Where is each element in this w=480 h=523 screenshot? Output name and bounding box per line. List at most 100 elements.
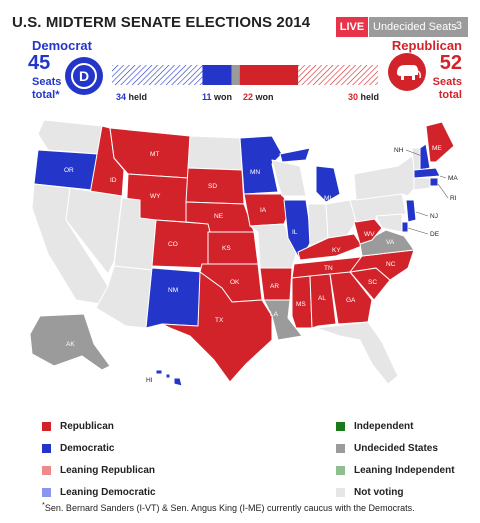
svg-text:D: D xyxy=(79,68,89,84)
legend-label-leaning-independent: Leaning Independent xyxy=(354,464,455,476)
state-mi[interactable] xyxy=(279,147,341,203)
live-badge[interactable]: LIVE xyxy=(336,17,368,37)
label-de: DE xyxy=(430,231,440,238)
label-nc: NC xyxy=(386,261,396,268)
legend-label-independent: Independent xyxy=(354,420,414,432)
state-ma[interactable] xyxy=(413,167,441,179)
state-de[interactable] xyxy=(401,221,409,233)
state-ms[interactable] xyxy=(291,275,313,329)
state-va[interactable] xyxy=(359,229,415,257)
seat-bar xyxy=(112,65,378,85)
donkey-icon: D xyxy=(65,57,103,95)
state-az[interactable] xyxy=(95,265,153,329)
legend-democratic[interactable]: Democratic xyxy=(42,437,156,459)
state-md[interactable] xyxy=(375,213,403,233)
republican-held-label: 30 held xyxy=(348,92,379,102)
democrat-won-num: 11 xyxy=(202,92,212,102)
state-ga[interactable] xyxy=(329,271,373,325)
democrat-held-segment xyxy=(112,65,203,85)
legend-swatch-republican xyxy=(42,421,51,431)
democrat-seats-line1: Seats xyxy=(32,76,62,88)
label-ky: KY xyxy=(332,247,341,254)
state-wi[interactable] xyxy=(271,159,307,197)
label-ia: IA xyxy=(260,207,267,214)
legend-label-leaning-republican: Leaning Republican xyxy=(60,464,156,476)
state-vt[interactable] xyxy=(411,147,421,171)
legend-swatch-not-voting xyxy=(336,487,345,497)
legend-right: Independent Undecided States Leaning Ind… xyxy=(336,415,455,503)
label-id: ID xyxy=(110,177,117,184)
label-mt: MT xyxy=(150,151,159,158)
state-ny[interactable] xyxy=(353,155,419,201)
label-me: ME xyxy=(432,145,442,152)
label-ok: OK xyxy=(230,279,240,286)
legend-leaning-independent[interactable]: Leaning Independent xyxy=(336,459,455,481)
legend-republican[interactable]: Republican xyxy=(42,415,156,437)
legend-independent[interactable]: Independent xyxy=(336,415,455,437)
label-ne: NE xyxy=(214,213,224,220)
label-tx: TX xyxy=(215,317,224,324)
label-la: LA xyxy=(270,311,279,318)
legend-label-not-voting: Not voting xyxy=(354,486,404,498)
democrat-held-num: 34 xyxy=(116,92,127,102)
state-oh[interactable] xyxy=(325,199,357,241)
state-nv[interactable] xyxy=(65,187,123,275)
legend-not-voting[interactable]: Not voting xyxy=(336,481,455,503)
label-nj: NJ xyxy=(430,213,438,220)
undecided-seats-label: Undecided Seats xyxy=(373,21,457,33)
legend-swatch-democratic xyxy=(42,443,51,453)
republican-seats-line1: Seats xyxy=(432,76,462,88)
legend-leaning-republican[interactable]: Leaning Republican xyxy=(42,459,156,481)
undecided-seats-badge[interactable]: Undecided Seats 3 xyxy=(369,17,468,37)
label-ar: AR xyxy=(270,283,279,290)
footnote-asterisk: * xyxy=(42,500,45,509)
state-ak[interactable] xyxy=(29,313,111,371)
state-tx[interactable] xyxy=(161,271,273,383)
state-wa[interactable] xyxy=(37,119,103,155)
footnote: *Sen. Bernard Sanders (I-VT) & Sen. Angu… xyxy=(42,500,415,513)
republican-won-segment xyxy=(239,65,299,85)
label-nh: NH xyxy=(394,147,404,154)
democrat-total: 45 xyxy=(28,52,51,74)
democrat-label: Democrat xyxy=(32,38,92,53)
label-ga: GA xyxy=(346,297,356,304)
label-tn: TN xyxy=(324,265,333,272)
legend-label-democratic: Democratic xyxy=(60,442,115,454)
state-ia[interactable] xyxy=(243,193,291,227)
legend-swatch-leaning-republican xyxy=(42,465,51,475)
democrat-won-segment xyxy=(202,65,232,85)
legend-swatch-leaning-independent xyxy=(336,465,345,475)
democrat-held-label: 34 held xyxy=(116,92,147,102)
legend-label-undecided: Undecided States xyxy=(354,442,438,454)
label-mn: MN xyxy=(250,169,260,176)
state-fl[interactable] xyxy=(315,321,399,385)
us-senate-map: OR ID MT WY CO NM SD NE KS OK TX MN IA A… xyxy=(29,119,458,387)
state-hi[interactable] xyxy=(155,369,183,387)
republican-held-text: held xyxy=(360,92,380,102)
legend-label-leaning-democratic: Leaning Democratic xyxy=(60,486,156,498)
state-co[interactable] xyxy=(151,219,211,269)
state-nd[interactable] xyxy=(187,135,243,171)
state-al[interactable] xyxy=(309,273,337,329)
republican-held-num: 30 xyxy=(348,92,359,102)
state-ri[interactable] xyxy=(429,177,439,187)
state-nm[interactable] xyxy=(145,267,203,329)
label-va: VA xyxy=(386,239,395,246)
legend-swatch-undecided xyxy=(336,443,345,453)
label-mi: MI xyxy=(324,195,331,202)
legend-leaning-democratic[interactable]: Leaning Democratic xyxy=(42,481,156,503)
state-ks[interactable] xyxy=(207,231,259,265)
label-wy: WY xyxy=(150,193,161,200)
legend-undecided[interactable]: Undecided States xyxy=(336,437,455,459)
democrat-won-label: 11 won xyxy=(202,92,232,102)
page-title: U.S. MIDTERM SENATE ELECTIONS 2014 xyxy=(12,14,311,31)
state-ct[interactable] xyxy=(413,177,431,191)
label-ri: RI xyxy=(450,195,457,202)
label-ms: MS xyxy=(296,301,306,308)
state-nh[interactable] xyxy=(419,143,431,171)
state-me[interactable] xyxy=(425,121,455,163)
state-nj[interactable] xyxy=(405,199,417,223)
state-la[interactable] xyxy=(263,299,303,341)
legend-label-republican: Republican xyxy=(60,420,114,432)
label-ak: AK xyxy=(66,341,75,348)
